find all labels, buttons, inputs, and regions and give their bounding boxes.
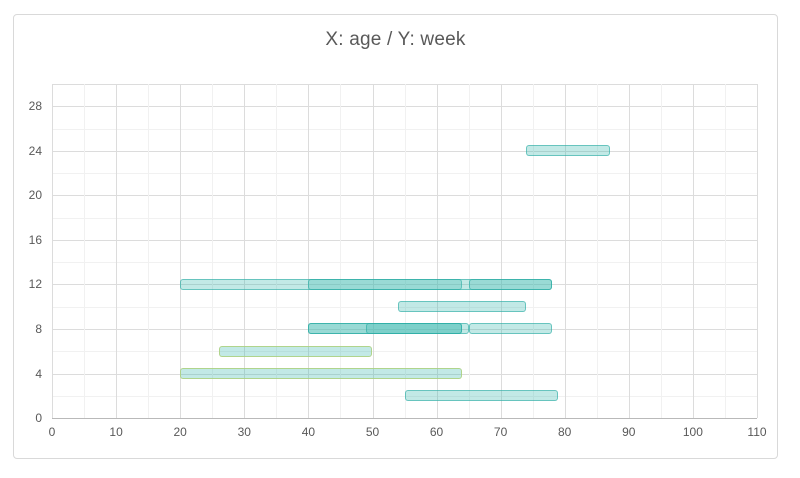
x-tick-label: 40 (301, 425, 316, 439)
x-tick-label: 20 (173, 425, 187, 439)
age-span-bar[interactable] (526, 145, 610, 157)
age-span-bar[interactable] (468, 278, 552, 290)
x-tick-label: 100 (682, 425, 703, 439)
y-tick-label: 24 (28, 143, 42, 158)
x-tick-label: 10 (109, 425, 123, 439)
gridline-vertical (212, 84, 214, 418)
age-span-bar[interactable] (366, 323, 463, 335)
x-tick-label: 90 (622, 425, 636, 439)
gridline-vertical (52, 84, 53, 418)
y-tick-label: 16 (28, 232, 42, 247)
y-tick-label: 28 (28, 99, 42, 114)
gridline-vertical (308, 84, 310, 418)
x-tick-label: 0 (48, 425, 56, 439)
gridline-vertical (436, 84, 438, 418)
gridline-vertical (404, 84, 406, 418)
y-tick-label: 20 (28, 188, 42, 203)
age-span-bar[interactable] (398, 301, 527, 313)
plot-area: 0 10 20 30 40 50 60 70 80 90 100 110 0 4 8 12 16 20 24 28 (29, 84, 767, 439)
gridline-vertical (660, 84, 662, 418)
gridline-vertical (468, 84, 470, 418)
gridline-vertical (244, 84, 246, 418)
gridline-vertical (180, 84, 182, 418)
chart-title: X: age / Y: week (325, 29, 466, 50)
y-tick-label: 12 (28, 277, 42, 292)
gridline-vertical (725, 84, 726, 418)
gridline-vertical (692, 84, 694, 418)
x-axis-line (52, 418, 757, 419)
x-tick-label: 110 (747, 425, 767, 439)
age-span-bar[interactable] (468, 323, 552, 335)
gridline-vertical (276, 84, 278, 418)
gridline-vertical (532, 84, 534, 418)
age-span-bar[interactable] (218, 345, 373, 357)
age-span-bar[interactable] (180, 368, 463, 379)
gridline-vertical (628, 84, 630, 418)
gridline-vertical (340, 84, 342, 418)
x-tick-label: 70 (493, 425, 508, 439)
x-tick-label: 50 (365, 425, 380, 439)
y-tick-label: 4 (35, 366, 42, 381)
y-tick-label: 8 (35, 321, 42, 336)
age-span-bar[interactable] (404, 390, 559, 402)
x-tick-label: 30 (237, 425, 251, 439)
gridline-vertical (564, 84, 566, 418)
x-tick-label: 80 (558, 425, 572, 439)
gridline-vertical (596, 84, 598, 418)
gridline-vertical (116, 84, 118, 418)
gridline-vertical (372, 84, 374, 418)
gridline-vertical (500, 84, 502, 418)
y-tick-label: 0 (35, 411, 42, 425)
gridline-vertical (757, 84, 758, 418)
gridline-vertical (148, 84, 150, 418)
x-tick-label: 60 (429, 425, 444, 439)
gridline-vertical (84, 84, 85, 418)
figure-frame (13, 14, 778, 459)
